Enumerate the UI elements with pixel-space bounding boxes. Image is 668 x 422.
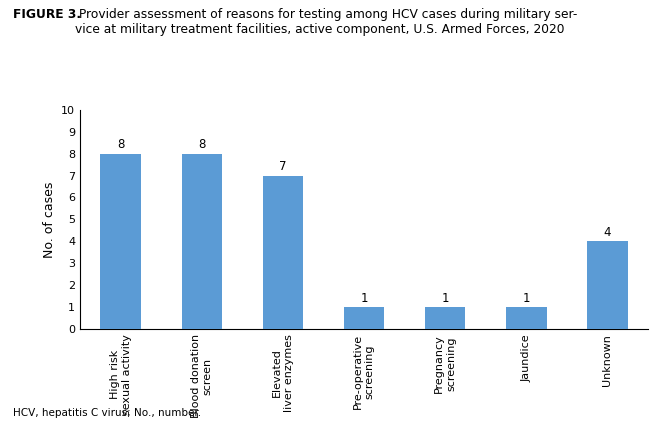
Text: 7: 7 <box>279 160 287 173</box>
Text: 1: 1 <box>522 292 530 305</box>
Bar <box>344 307 384 329</box>
Bar <box>506 307 546 329</box>
Y-axis label: No. of cases: No. of cases <box>43 181 55 257</box>
Bar <box>587 241 628 329</box>
Bar <box>263 176 303 329</box>
Text: Provider assessment of reasons for testing among HCV cases during military ser-
: Provider assessment of reasons for testi… <box>75 8 577 36</box>
Text: 4: 4 <box>604 226 611 239</box>
Text: 1: 1 <box>360 292 368 305</box>
Text: 1: 1 <box>442 292 449 305</box>
Text: 8: 8 <box>198 138 206 151</box>
Bar <box>425 307 466 329</box>
Bar <box>182 154 222 329</box>
Text: FIGURE 3.: FIGURE 3. <box>13 8 81 22</box>
Text: HCV, hepatitis C virus; No., number.: HCV, hepatitis C virus; No., number. <box>13 408 202 418</box>
Bar <box>100 154 141 329</box>
Text: 8: 8 <box>117 138 124 151</box>
